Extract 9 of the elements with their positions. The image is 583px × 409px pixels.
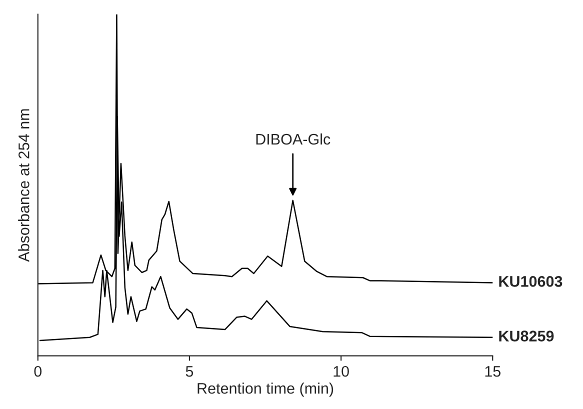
annotation: DIBOA-Glc [256, 133, 330, 145]
x-tick-label: 15 [485, 366, 500, 377]
series-label: KU8259 [499, 330, 554, 342]
x-tick-label: 10 [334, 366, 349, 377]
x-axis-title: Retention time (min) [198, 382, 334, 397]
y-axis-title: Absorbance at 254 nm [18, 109, 30, 262]
series-label: KU10603 [499, 276, 562, 287]
x-tick-label: 0 [34, 366, 42, 377]
x-tick-label: 5 [186, 366, 194, 377]
